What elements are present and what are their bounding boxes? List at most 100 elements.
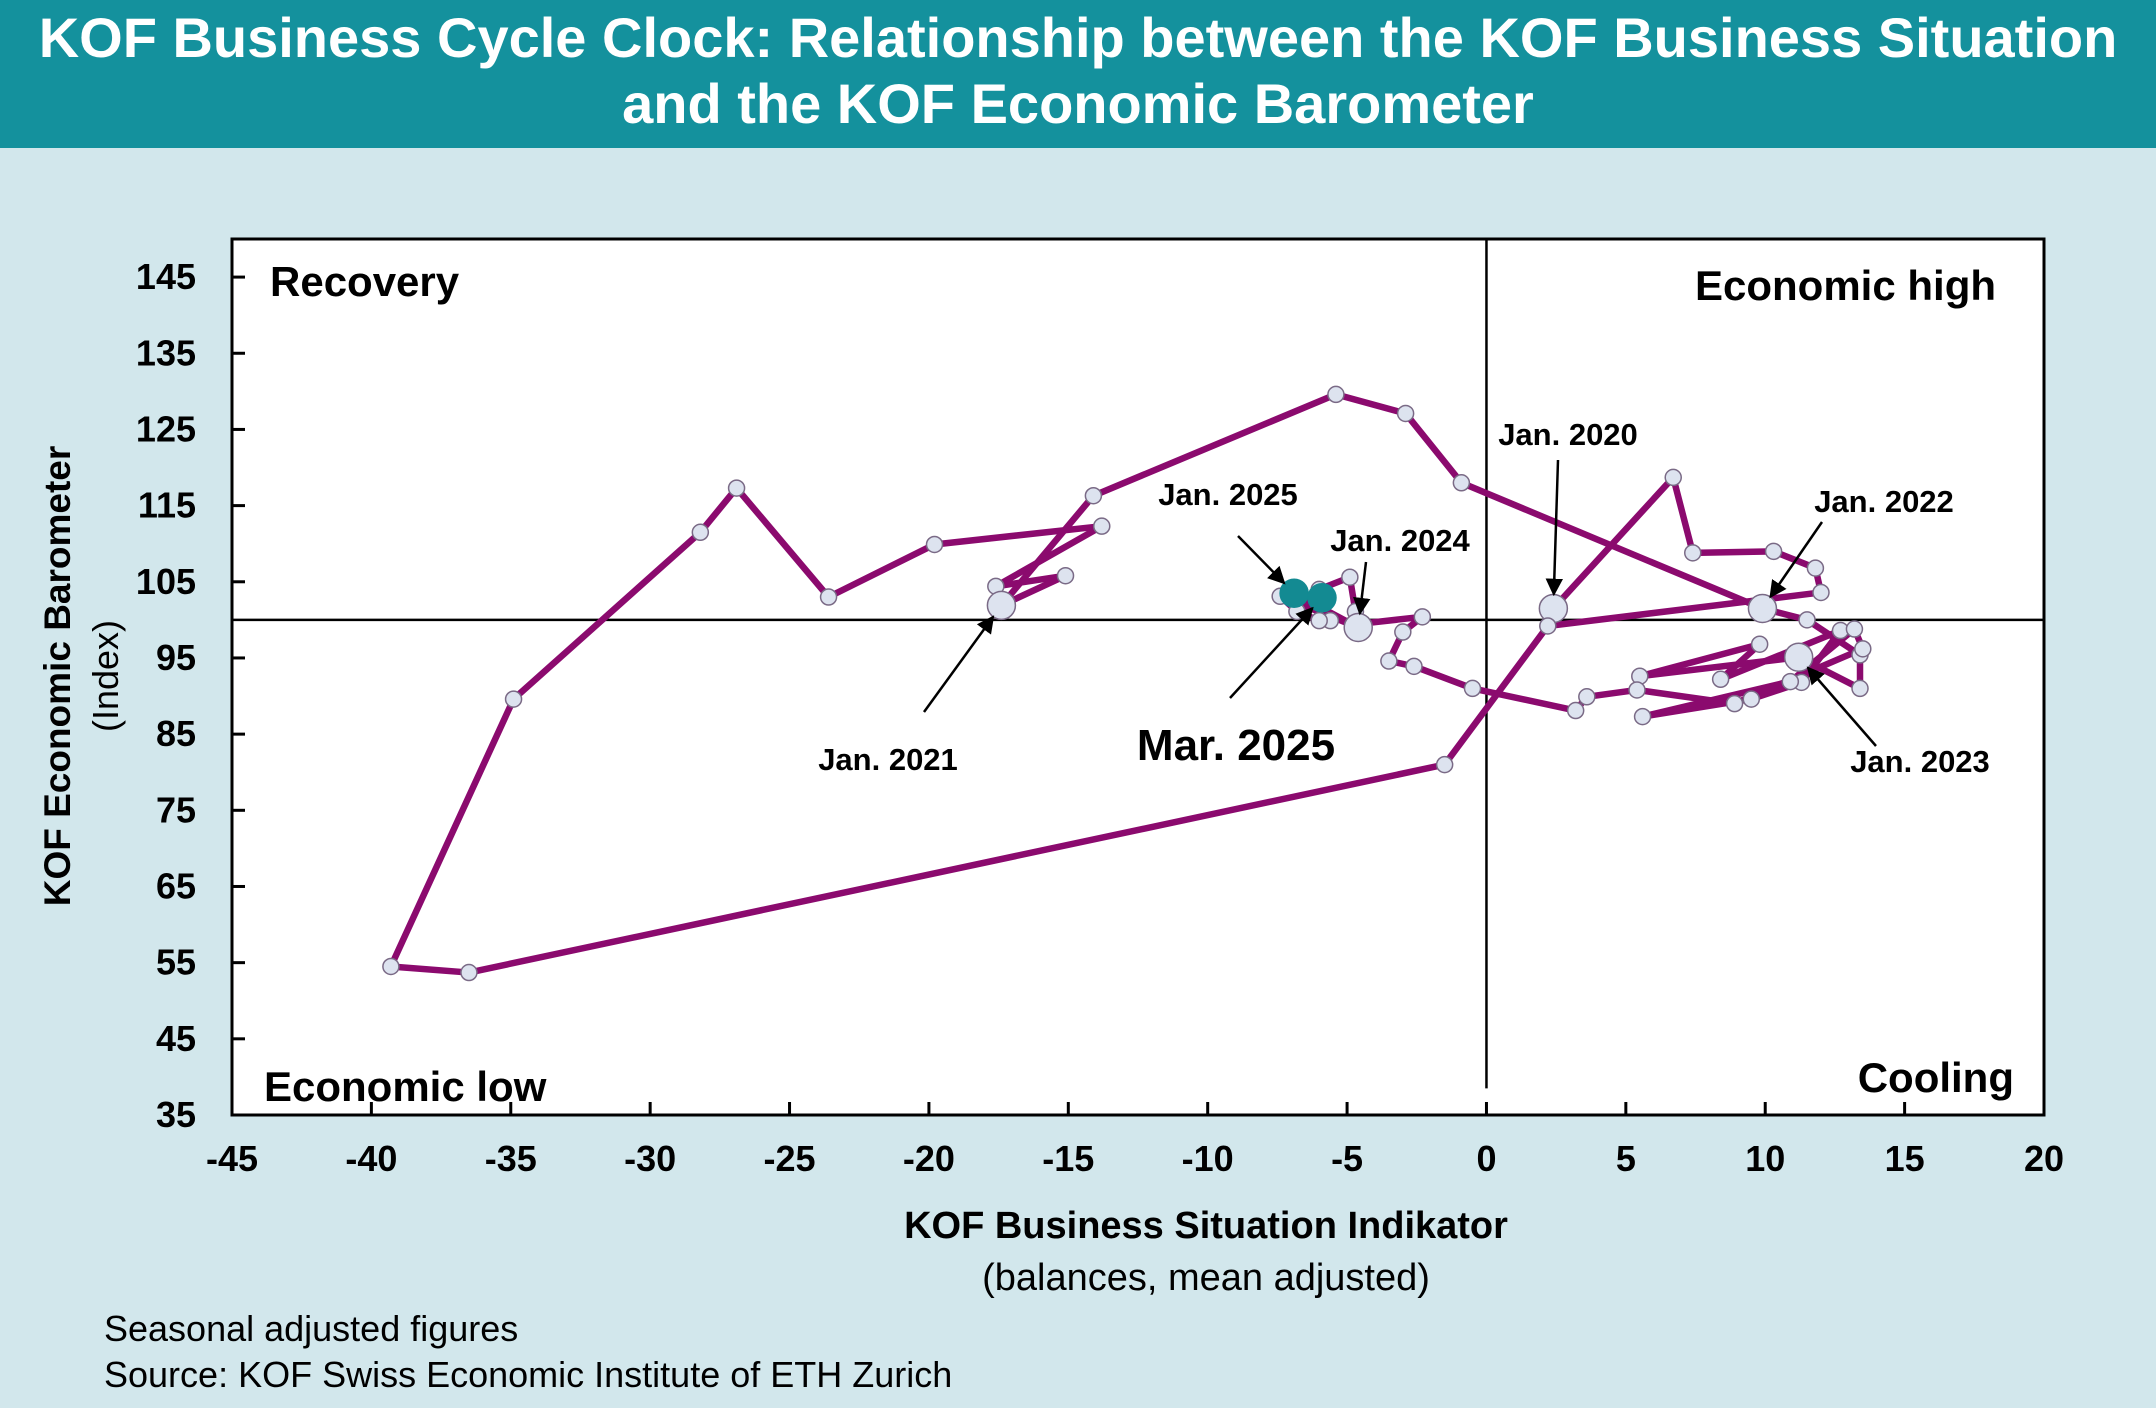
series-line-segment [1402,410,1465,487]
data-point-marker [1742,690,1761,708]
annotation-arrow [1806,666,1877,747]
series-line-segment [992,522,1106,590]
data-point-marker [460,963,478,982]
x-tick-label: 15 [1885,1138,1925,1179]
data-point-marker [1327,385,1345,404]
series-line-segment [1633,686,1738,707]
data-point-marker [1845,620,1864,638]
data-point-marker [1435,755,1454,774]
annotation-label: Jan. 2020 [1498,417,1638,452]
data-point-marker [1566,701,1585,720]
data-point-marker [1725,694,1744,713]
series-line-segment [931,522,1106,548]
data-point-marker [1405,657,1423,676]
data-point-marker [1396,404,1415,423]
data-point-marker [1764,542,1783,561]
annotation-label: Jan. 2021 [818,742,958,777]
current-point-marker [1279,578,1309,608]
y-tick-label: 75 [156,789,196,830]
footnote-seasonal: Seasonal adjusted figures [104,1308,519,1349]
data-point-marker [691,523,710,542]
current-point-marker [1307,583,1337,613]
data-point-marker [1093,517,1111,535]
data-point-marker [727,479,746,497]
data-point-marker [1056,566,1075,585]
y-tick-label: 35 [156,1094,196,1135]
data-point-marker [1463,679,1482,698]
x-tick-label: -45 [206,1138,258,1179]
data-point-marker [1578,688,1596,706]
footnote-source: Source: KOF Swiss Economic Institute of … [104,1354,953,1395]
y-tick-label: 105 [136,561,196,602]
page-title: KOF Business Cycle Clock: Relationship b… [38,6,2118,135]
y-tick-label: 125 [136,408,196,449]
annotation-arrow [1237,535,1286,585]
y-tick-label: 55 [156,942,196,983]
data-point-marker [1628,681,1646,699]
series-line-segment [465,761,1448,976]
data-point-marker [1341,568,1359,586]
x-tick-label: -10 [1182,1138,1234,1179]
x-tick-label: 5 [1616,1138,1636,1179]
y-tick-label: 95 [156,637,196,678]
series-line-segment [1090,391,1340,499]
data-point-marker [1380,652,1398,670]
y-tick-label: 135 [136,332,196,373]
quadrant-label-economic-high: Economic high [1695,262,1996,309]
series-line-segment [387,963,473,976]
data-point-marker [1798,611,1816,629]
x-tick-label: -15 [1042,1138,1094,1179]
annotation-arrow [922,615,995,713]
series-line-segment [1689,548,1777,557]
header-bar: KOF Business Cycle Clock: Relationship b… [0,0,2156,148]
data-point-marker [1854,640,1872,658]
y-tick-label: 65 [156,865,196,906]
y-tick-label: 115 [138,485,196,526]
annotation-arrow [1229,606,1314,699]
data-point-marker [1310,611,1328,630]
series-line-segment [1636,640,1763,680]
x-tick-label: -35 [485,1138,537,1179]
x-tick-label: -25 [764,1138,816,1179]
data-point-marker [504,690,523,708]
y-axis-subtitle: (Index) [85,620,126,732]
x-axis-title: KOF Business Situation Indikator [904,1205,1508,1247]
annotation-label: Jan. 2022 [1814,484,1954,519]
quadrant-label-economic-low: Economic low [264,1063,547,1110]
data-point-marker [986,590,1017,621]
series-line-segment [992,572,1069,590]
y-tick-label: 145 [136,256,196,297]
series-line-segment [1458,479,1766,612]
y-axis-title: KOF Economic Barometer [37,446,78,907]
annotation-label: Mar. 2025 [1137,721,1335,770]
annotation-label: Jan. 2024 [1330,523,1470,558]
annotation-arrow [1769,521,1824,599]
data-point-marker [1806,559,1825,577]
series-line-segment [1332,391,1409,417]
y-tick-label: 45 [156,1018,196,1059]
series-line-segment [1717,627,1844,683]
x-tick-label: -30 [624,1138,676,1179]
y-tick-label: 85 [156,713,196,754]
data-point-marker [1783,642,1814,672]
annotation-arrow [1353,561,1371,616]
x-tick-label: 10 [1745,1138,1785,1179]
series-line-segment [733,484,832,601]
series-line-segment [387,695,517,970]
data-point-marker [1750,635,1769,653]
data-point-marker [382,957,400,976]
x-tick-label: 0 [1476,1138,1496,1179]
data-point-marker [1851,679,1869,698]
plot-area [230,237,2046,1117]
series-line-segment [1669,474,1697,557]
data-point-marker [1452,474,1471,492]
series-line-segment [1410,663,1476,692]
x-tick-label: -20 [903,1138,955,1179]
data-point-marker [1781,672,1800,691]
data-point-marker [1413,608,1432,626]
data-point-marker [1812,583,1830,602]
quadrant-label-recovery: Recovery [270,258,460,305]
data-point-marker [1394,623,1412,641]
x-tick-label: -40 [345,1138,397,1179]
